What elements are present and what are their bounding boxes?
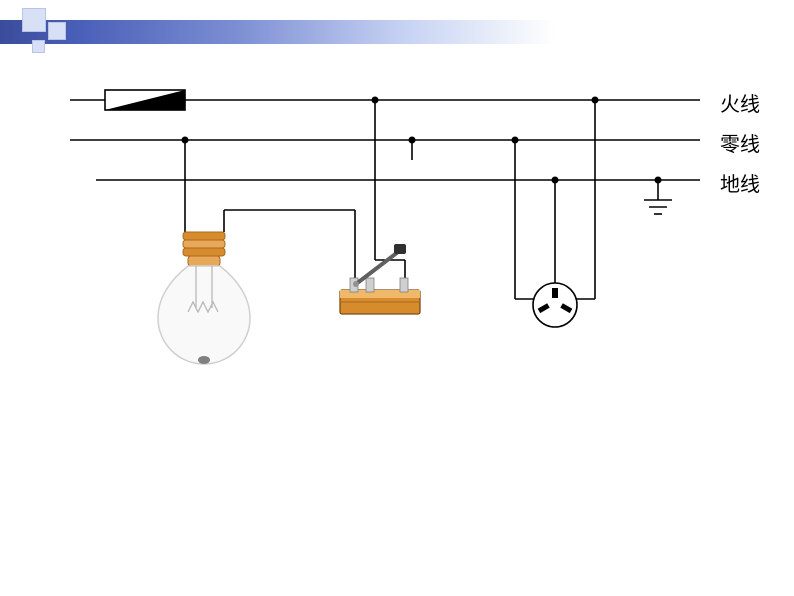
- circuit-diagram: [0, 0, 794, 596]
- knife-switch-icon: [340, 244, 420, 314]
- light-bulb-icon: [158, 232, 250, 364]
- ground-symbol-icon: [644, 180, 672, 214]
- fuse-icon: [105, 90, 185, 110]
- junction-dot: [655, 177, 662, 184]
- three-pin-socket-icon: [533, 283, 577, 327]
